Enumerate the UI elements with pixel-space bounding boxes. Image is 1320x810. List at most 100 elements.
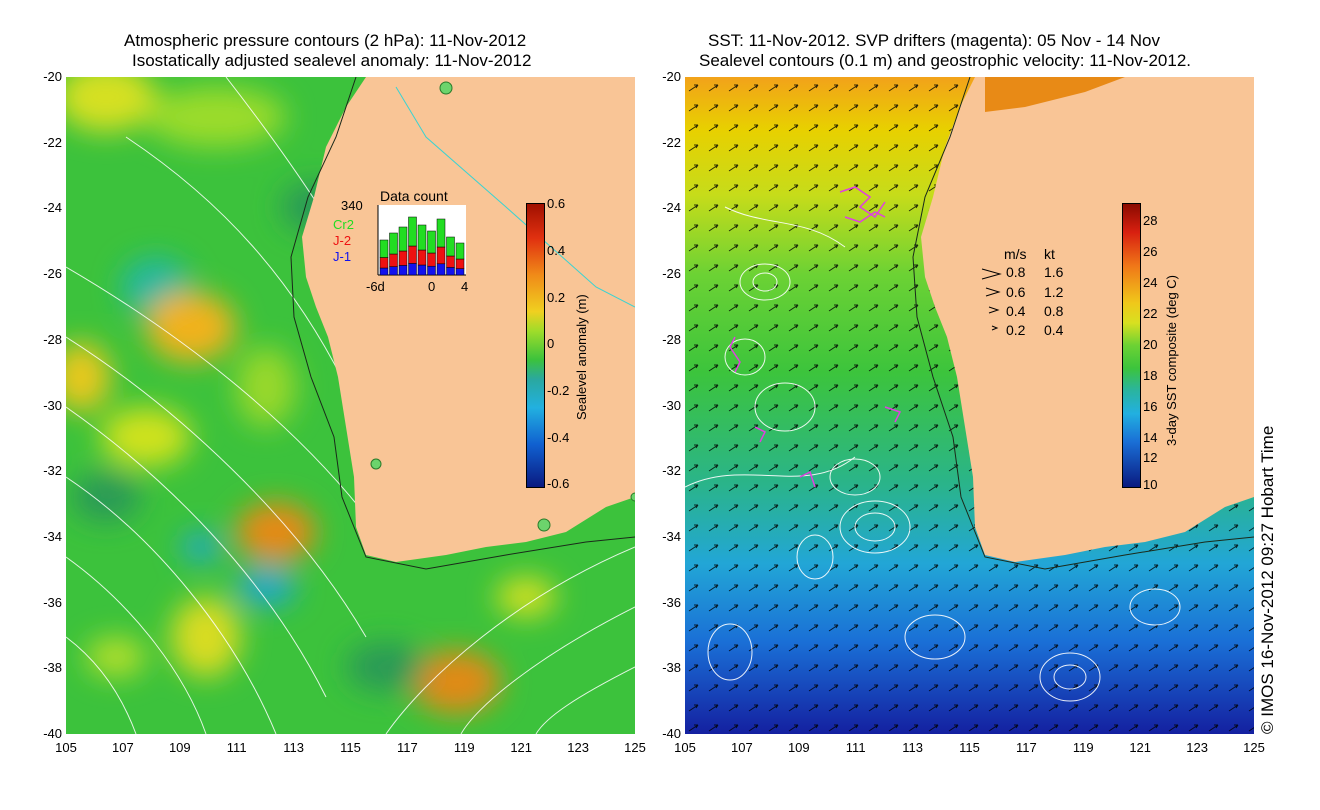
australia-landmass xyxy=(921,77,1254,562)
left-xtick-label: 121 xyxy=(510,740,533,755)
histogram-bar xyxy=(389,232,398,255)
histogram-bar xyxy=(446,255,455,268)
left-ytick-label: -26 xyxy=(43,266,62,282)
velocity-legend-kt: 1.6 xyxy=(1044,264,1064,280)
left-xtick-label: 117 xyxy=(397,740,418,755)
histogram-bar xyxy=(379,257,389,269)
histogram-bar xyxy=(398,265,408,276)
mission-label-j1: J-1 xyxy=(333,249,352,264)
sst-cbar-tick: 18 xyxy=(1143,368,1158,383)
left-xtick-label: 115 xyxy=(340,740,361,755)
histogram-bar xyxy=(427,230,436,254)
sst-cbar-tick: 12 xyxy=(1143,450,1158,465)
histogram-bar xyxy=(408,245,417,264)
inset-xtick-zero: 0 xyxy=(428,279,436,294)
velocity-legend-kt: 0.8 xyxy=(1044,303,1064,319)
sst-cbar-tick: 16 xyxy=(1143,399,1158,414)
right-ytick-label: -40 xyxy=(662,726,681,741)
sealevel-cbar-tick: -0.4 xyxy=(547,430,570,445)
left-xtick-label: 125 xyxy=(624,740,646,755)
right-xtick-label: 119 xyxy=(1072,740,1094,755)
velocity-legend-ms: 0.4 xyxy=(1006,303,1026,319)
inset-xtick-end: 4 xyxy=(461,279,469,294)
shelf-edge-line xyxy=(290,77,635,570)
imos-credit: © IMOS 16-Nov-2012 09:27 Hobart Time xyxy=(1258,425,1277,734)
warm-inland-strip xyxy=(985,77,1125,112)
left-title-line2: Isostatically adjusted sealevel anomaly:… xyxy=(132,51,532,70)
sealevel-cbar-tick: 0.6 xyxy=(547,196,566,211)
histogram-bar xyxy=(446,267,455,276)
histogram-bar xyxy=(427,265,436,276)
velocity-legend-ms: 0.8 xyxy=(1006,264,1026,280)
left-xtick-label: 109 xyxy=(168,740,191,755)
histogram-bar xyxy=(417,264,427,276)
histogram-bar xyxy=(436,246,446,265)
left-ytick-label: -20 xyxy=(43,69,62,84)
right-title-line1: SST: 11-Nov-2012. SVP drifters (magenta)… xyxy=(708,31,1160,50)
left-ytick-label: -32 xyxy=(43,463,62,479)
mission-label-j2: J-2 xyxy=(333,233,352,248)
right-ytick-label: -20 xyxy=(662,69,681,84)
velocity-legend-header-kt: kt xyxy=(1044,246,1055,262)
right-xtick-label: 111 xyxy=(845,740,866,755)
sst-cbar-tick: 28 xyxy=(1143,213,1158,228)
right-ytick-label: -22 xyxy=(662,134,681,150)
histogram-bar xyxy=(455,268,465,276)
left-xtick-label: 119 xyxy=(453,740,475,755)
right-ytick-label: -26 xyxy=(662,266,681,282)
right-xtick-label: 105 xyxy=(674,740,696,755)
inset-max-count: 340 xyxy=(341,198,363,213)
right-ytick-label: -30 xyxy=(662,397,681,413)
sealevel-cbar-tick: 0.2 xyxy=(547,290,566,305)
sst-map[interactable] xyxy=(685,77,1254,734)
inset-xtick-start: -6d xyxy=(366,279,385,294)
left-ytick-label: -30 xyxy=(43,397,62,413)
left-xtick-label: 105 xyxy=(55,740,77,755)
right-title-line2: Sealevel contours (0.1 m) and geostrophi… xyxy=(699,51,1191,70)
sst-cbar-tick: 24 xyxy=(1143,275,1158,290)
histogram-bar xyxy=(408,216,417,247)
histogram-bar xyxy=(398,226,408,252)
left-ytick-label: -28 xyxy=(43,331,62,347)
sst-cbar-tick: 26 xyxy=(1143,244,1158,259)
left-ytick-label: -24 xyxy=(43,200,62,216)
left-ytick-label: -40 xyxy=(43,726,62,741)
histogram-bar xyxy=(389,253,398,267)
right-ytick-label: -34 xyxy=(662,528,681,544)
sst-colorbar-label: 3-day SST composite (deg C) xyxy=(1164,275,1179,446)
left-title-line1: Atmospheric pressure contours (2 hPa): 1… xyxy=(124,31,527,50)
histogram-bar xyxy=(417,224,427,251)
sst-cbar-tick: 14 xyxy=(1143,430,1158,445)
histogram-bar xyxy=(436,218,446,248)
right-ytick-label: -32 xyxy=(662,463,681,479)
velocity-legend-kt: 0.4 xyxy=(1044,322,1064,338)
left-xtick-label: 123 xyxy=(567,740,589,755)
mission-label-cr2: Cr2 xyxy=(333,217,354,232)
histogram-bar xyxy=(455,258,465,269)
sst-cbar-tick: 10 xyxy=(1143,477,1158,492)
velocity-legend-ms: 0.2 xyxy=(1006,322,1026,338)
histogram-bar xyxy=(389,266,398,276)
left-ytick-label: -36 xyxy=(43,594,62,610)
velocity-legend-ms: 0.6 xyxy=(1006,284,1026,300)
right-ytick-label: -36 xyxy=(662,594,681,610)
right-xtick-label: 121 xyxy=(1129,740,1152,755)
sealevel-cbar-tick: -0.2 xyxy=(547,383,570,398)
velocity-legend-header-ms: m/s xyxy=(1004,246,1027,262)
sealevel-cbar-tick: 0.4 xyxy=(547,243,566,258)
sealevel-cbar-tick: 0 xyxy=(547,336,555,351)
histogram-bar xyxy=(436,263,446,276)
velocity-legend-kt: 1.2 xyxy=(1044,284,1064,300)
velocity-legend-arrows xyxy=(981,268,1002,331)
sst-colorbar xyxy=(1122,203,1141,488)
histogram-bar xyxy=(379,239,389,258)
svp-drifter-tracks xyxy=(729,186,902,488)
sealevel-contours xyxy=(685,206,1181,702)
sealevel-colorbar-label: Sealevel anomaly (m) xyxy=(574,294,589,420)
right-xtick-label: 115 xyxy=(959,740,980,755)
sealevel-cbar-tick: -0.6 xyxy=(547,476,570,491)
sealevel-anomaly-map[interactable] xyxy=(66,77,635,734)
sealevel-colorbar xyxy=(526,203,545,488)
right-xtick-label: 123 xyxy=(1186,740,1208,755)
right-xtick-label: 107 xyxy=(731,740,753,755)
